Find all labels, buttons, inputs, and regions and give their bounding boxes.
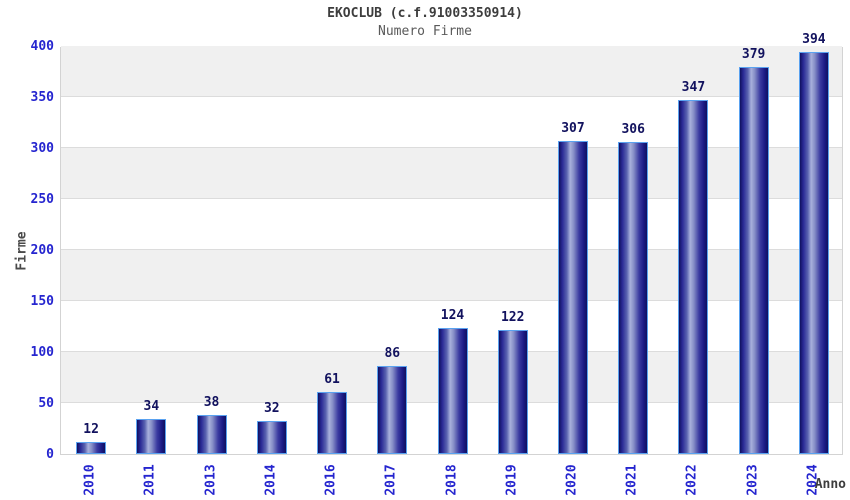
- bar-2021: [618, 141, 649, 454]
- x-tick-2021: 2021: [624, 464, 640, 496]
- bar-value-label: 379: [741, 47, 766, 63]
- bar-2023: [738, 67, 769, 454]
- x-tick-2019: 2019: [504, 464, 520, 496]
- bar-value-label: 86: [384, 346, 401, 362]
- chart-title: EKOCLUB (c.f.91003350914): [327, 6, 523, 21]
- gridline: [61, 198, 842, 199]
- bar-2019: [497, 329, 528, 454]
- bar-value-label: 124: [440, 307, 465, 323]
- bar-value-label: 12: [83, 421, 99, 437]
- gridline: [61, 96, 842, 97]
- bar-value-label: 34: [143, 399, 160, 415]
- bar-value-label: 32: [263, 401, 280, 417]
- chart-subtitle: Numero Firme: [378, 24, 472, 39]
- bar-2016: [317, 391, 348, 454]
- bar-value-label: 347: [681, 80, 706, 96]
- x-tick-2018: 2018: [444, 464, 459, 496]
- plot-band: [61, 148, 842, 199]
- plot-band: [61, 46, 842, 97]
- bar-value-label: 61: [324, 371, 340, 387]
- x-tick-2023: 2023: [745, 464, 761, 496]
- y-tick-250: 250: [30, 192, 54, 207]
- x-tick-2016: 2016: [323, 464, 339, 496]
- x-tick-2022: 2022: [684, 464, 700, 496]
- bar-2022: [678, 100, 709, 454]
- gridline: [61, 147, 842, 148]
- x-tick-2010: 2010: [82, 464, 98, 496]
- bar-2013: [196, 415, 227, 454]
- plot-band: [61, 250, 842, 301]
- y-tick-350: 350: [30, 90, 54, 105]
- y-tick-100: 100: [30, 345, 54, 360]
- bar-2017: [377, 366, 408, 454]
- bar-2011: [136, 419, 167, 454]
- x-tick-2014: 2014: [263, 464, 279, 496]
- y-tick-300: 300: [30, 141, 54, 156]
- bar-2018: [437, 327, 468, 454]
- gridline: [61, 300, 842, 301]
- bar-2024: [798, 52, 829, 454]
- x-tick-2020: 2020: [564, 464, 580, 496]
- y-tick-50: 50: [38, 396, 54, 411]
- x-tick-2011: 2011: [142, 464, 158, 496]
- y-tick-400: 400: [30, 39, 54, 54]
- bar-value-label: 122: [500, 309, 525, 325]
- y-tick-200: 200: [30, 243, 54, 258]
- bar-2020: [557, 140, 588, 454]
- bar-2010: [76, 441, 107, 454]
- bar-value-label: 38: [203, 395, 220, 411]
- y-tick-150: 150: [30, 294, 54, 309]
- bar-value-label: 307: [561, 120, 585, 136]
- gridline: [61, 249, 842, 250]
- y-tick-0: 0: [46, 447, 54, 462]
- plot-area: 12 34 38 32 61 86 124 122 307 306 347 379 394: [60, 32, 843, 455]
- bar-value-label: 394: [802, 32, 826, 48]
- x-tick-2013: 2013: [203, 464, 219, 496]
- x-axis-label: Anno: [814, 477, 846, 492]
- x-tick-2017: 2017: [383, 464, 399, 496]
- bar-value-label: 306: [621, 121, 645, 137]
- bar-2014: [256, 421, 287, 454]
